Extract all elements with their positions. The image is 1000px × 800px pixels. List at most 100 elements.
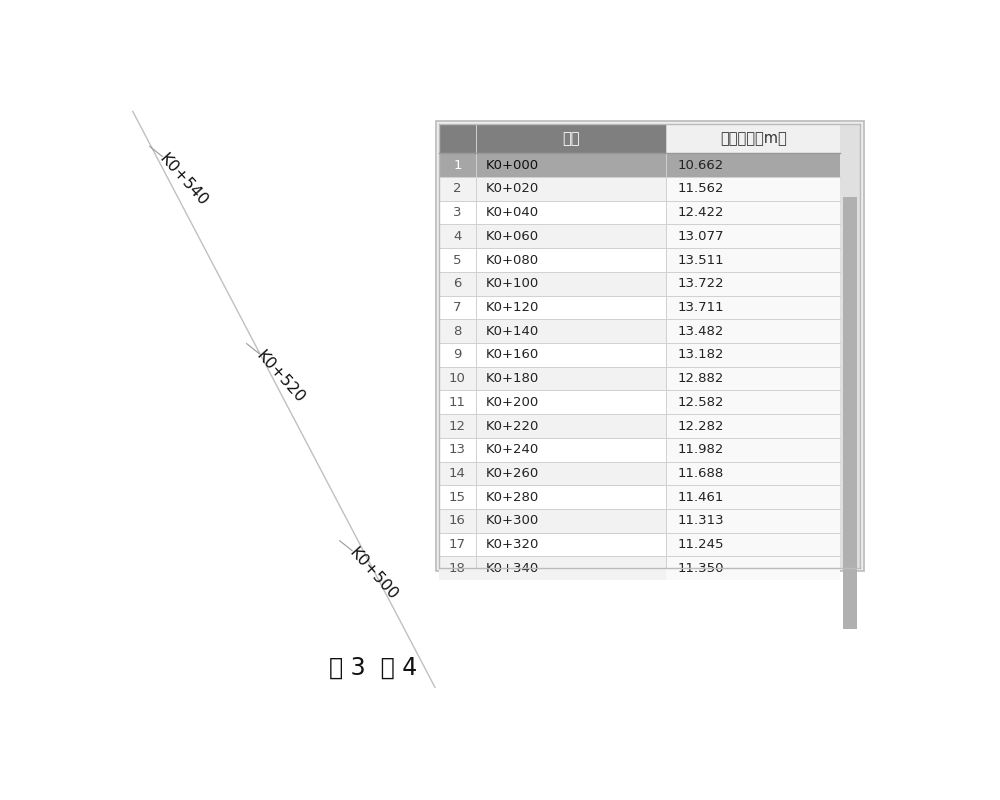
Bar: [439, 124, 666, 154]
Text: 1: 1: [453, 158, 462, 172]
Bar: [666, 177, 840, 201]
Text: 12.882: 12.882: [678, 372, 724, 385]
Bar: [439, 438, 476, 462]
Text: 6: 6: [453, 278, 462, 290]
Text: 2: 2: [453, 182, 462, 195]
Text: 11.461: 11.461: [678, 490, 724, 504]
Bar: [666, 438, 840, 462]
Bar: [666, 486, 840, 509]
Bar: [476, 295, 666, 319]
Text: 图 3  图 4: 图 3 图 4: [329, 656, 417, 680]
Text: 12: 12: [449, 419, 466, 433]
Bar: [666, 154, 840, 177]
Text: 12.422: 12.422: [678, 206, 724, 219]
Bar: [476, 509, 666, 533]
Text: 18: 18: [449, 562, 466, 575]
Bar: [439, 248, 476, 272]
Text: K0+340: K0+340: [485, 562, 539, 575]
Text: K0+080: K0+080: [485, 254, 538, 266]
Bar: [666, 462, 840, 486]
Text: 10.662: 10.662: [678, 158, 724, 172]
Bar: [476, 390, 666, 414]
Text: 13.182: 13.182: [678, 348, 724, 362]
Bar: [439, 509, 476, 533]
Bar: [476, 248, 666, 272]
Text: K0+120: K0+120: [485, 301, 539, 314]
Text: K0+020: K0+020: [485, 182, 539, 195]
Bar: [666, 509, 840, 533]
Bar: [476, 272, 666, 295]
Text: 11.350: 11.350: [678, 562, 724, 575]
Text: K0+500: K0+500: [346, 545, 400, 603]
Bar: [476, 414, 666, 438]
Text: 10: 10: [449, 372, 466, 385]
Bar: [666, 124, 840, 154]
Text: 设计标高（m）: 设计标高（m）: [720, 131, 787, 146]
Bar: [476, 486, 666, 509]
Bar: [439, 295, 476, 319]
Text: K0+100: K0+100: [485, 278, 539, 290]
Bar: [476, 366, 666, 390]
Text: K0+540: K0+540: [156, 150, 210, 209]
Bar: [476, 177, 666, 201]
Bar: [476, 557, 666, 580]
Text: K0+040: K0+040: [485, 206, 538, 219]
Text: K0+180: K0+180: [485, 372, 539, 385]
Bar: [666, 414, 840, 438]
Bar: [439, 533, 476, 557]
Bar: [666, 225, 840, 248]
Bar: [439, 390, 476, 414]
Bar: [439, 557, 476, 580]
Text: 13.482: 13.482: [678, 325, 724, 338]
Bar: [666, 272, 840, 295]
Text: 15: 15: [449, 490, 466, 504]
Text: 13.077: 13.077: [678, 230, 724, 242]
Bar: [439, 225, 476, 248]
Text: 8: 8: [453, 325, 462, 338]
Bar: [439, 319, 476, 343]
Text: K0+260: K0+260: [485, 467, 539, 480]
Text: 12.282: 12.282: [678, 419, 724, 433]
Text: 11.688: 11.688: [678, 467, 724, 480]
Bar: [666, 533, 840, 557]
Text: 11.313: 11.313: [678, 514, 724, 527]
Bar: [439, 177, 476, 201]
Bar: [439, 414, 476, 438]
Text: 3: 3: [453, 206, 462, 219]
Bar: [439, 272, 476, 295]
Bar: [666, 248, 840, 272]
Bar: [666, 366, 840, 390]
Text: 16: 16: [449, 514, 466, 527]
Bar: [666, 557, 840, 580]
Text: 5: 5: [453, 254, 462, 266]
Text: 11.982: 11.982: [678, 443, 724, 456]
Text: K0+280: K0+280: [485, 490, 539, 504]
Text: 13.722: 13.722: [678, 278, 724, 290]
Bar: [666, 319, 840, 343]
Bar: [666, 343, 840, 366]
Text: 11.562: 11.562: [678, 182, 724, 195]
Bar: [439, 201, 476, 225]
Bar: [666, 201, 840, 225]
Bar: [840, 124, 860, 568]
Text: K0+160: K0+160: [485, 348, 539, 362]
Text: 桶号: 桶号: [562, 131, 580, 146]
Bar: [439, 462, 476, 486]
Bar: [476, 438, 666, 462]
Bar: [439, 366, 476, 390]
Bar: [439, 486, 476, 509]
Text: K0+320: K0+320: [485, 538, 539, 551]
Text: K0+000: K0+000: [485, 158, 538, 172]
Bar: [439, 343, 476, 366]
Bar: [476, 154, 666, 177]
Bar: [476, 533, 666, 557]
Text: K0+520: K0+520: [253, 348, 307, 406]
Text: 13.711: 13.711: [678, 301, 724, 314]
Text: 17: 17: [449, 538, 466, 551]
Text: K0+060: K0+060: [485, 230, 538, 242]
Bar: [436, 122, 864, 570]
Text: K0+220: K0+220: [485, 419, 539, 433]
Text: 9: 9: [453, 348, 462, 362]
Bar: [476, 225, 666, 248]
Text: 12.582: 12.582: [678, 396, 724, 409]
